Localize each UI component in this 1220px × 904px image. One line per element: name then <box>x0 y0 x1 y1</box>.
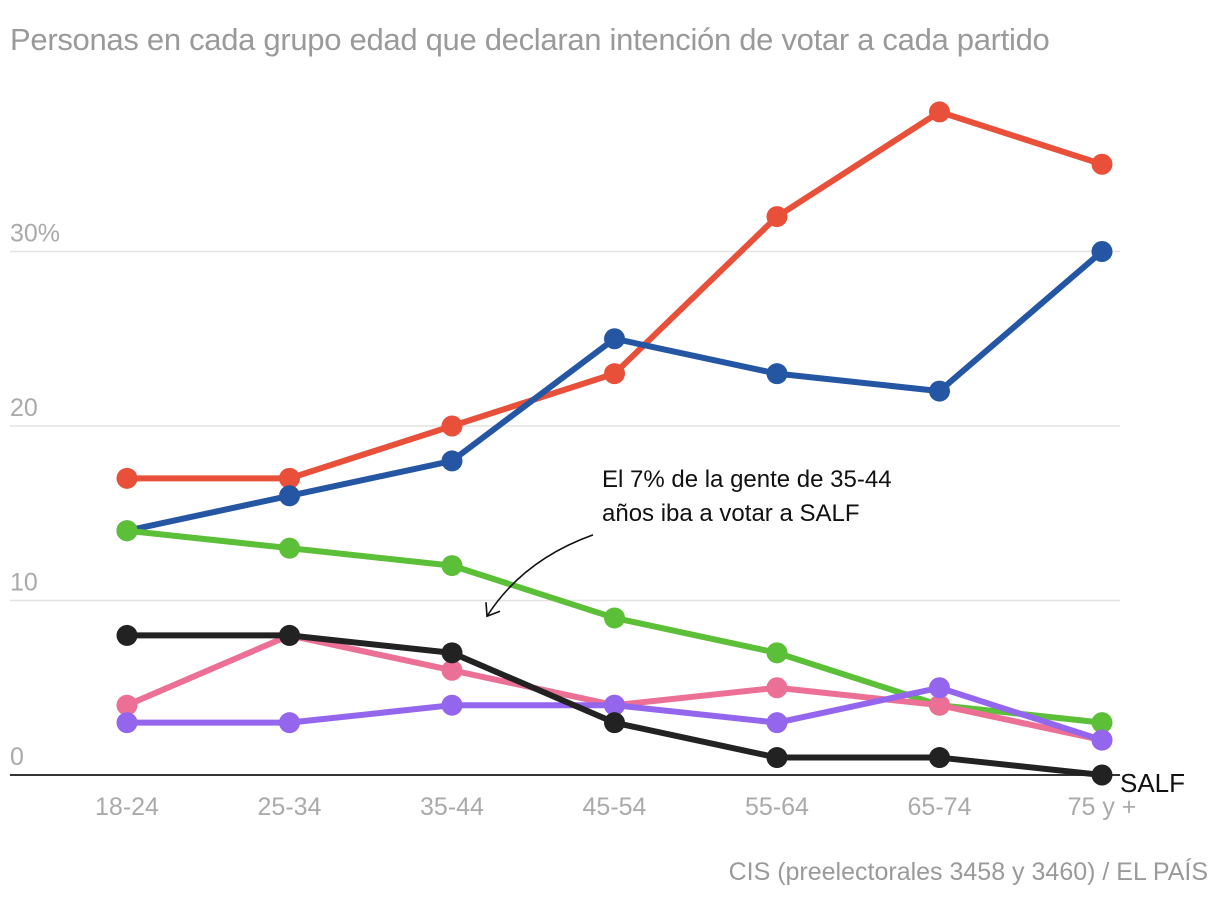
red-series <box>116 101 1113 489</box>
data-point[interactable] <box>766 363 788 385</box>
annotation: El 7% de la gente de 35-44 años iba a vo… <box>485 466 892 618</box>
x-tick-label: 45-54 <box>583 793 647 821</box>
data-point[interactable] <box>1091 241 1113 262</box>
data-point[interactable] <box>1091 764 1113 786</box>
y-tick-label: 20 <box>10 394 38 422</box>
data-point[interactable] <box>441 642 463 664</box>
data-point[interactable] <box>604 363 625 385</box>
y-axis-ticks: 0 10 20 30% <box>10 220 60 772</box>
data-point[interactable] <box>766 677 788 699</box>
series-group: SALF <box>116 101 1185 798</box>
data-point[interactable] <box>1091 712 1113 734</box>
data-point[interactable] <box>929 677 950 699</box>
data-point[interactable] <box>279 537 300 559</box>
series-line <box>124 108 1105 482</box>
data-point[interactable] <box>929 380 950 402</box>
data-point[interactable] <box>279 624 300 646</box>
purple-series <box>116 677 1113 751</box>
data-point[interactable] <box>604 712 625 734</box>
x-tick-label: 55-64 <box>745 793 809 821</box>
annotation-text-line-1: El 7% de la gente de 35-44 <box>602 466 892 493</box>
data-point[interactable] <box>441 415 463 437</box>
data-point[interactable] <box>279 712 300 734</box>
series-end-label: SALF <box>1120 768 1185 798</box>
data-point[interactable] <box>1091 153 1113 175</box>
chart-title: Personas en cada grupo edad que declaran… <box>10 22 1050 57</box>
x-tick-label: 65-74 <box>908 793 972 821</box>
data-point[interactable] <box>766 747 788 769</box>
data-point[interactable] <box>1091 729 1113 751</box>
data-point[interactable] <box>116 712 138 734</box>
annotation-text-line-2: años iba a votar a SALF <box>602 500 859 527</box>
annotation-arrowhead <box>485 602 501 618</box>
x-tick-label: 35-44 <box>420 793 484 821</box>
x-axis-ticks: 18-24 25-34 35-44 45-54 55-64 65-74 75 y + <box>95 793 1136 821</box>
data-point[interactable] <box>929 101 950 123</box>
y-tick-label: 0 <box>10 743 24 771</box>
data-point[interactable] <box>604 694 625 716</box>
data-point[interactable] <box>116 467 138 489</box>
salf-series: SALF <box>116 624 1185 798</box>
y-tick-label: 10 <box>10 569 38 597</box>
blue-series <box>116 241 1113 542</box>
data-point[interactable] <box>116 624 138 646</box>
data-point[interactable] <box>441 555 463 577</box>
data-point[interactable] <box>441 659 463 681</box>
x-tick-label: 18-24 <box>95 793 159 821</box>
data-point[interactable] <box>929 747 950 769</box>
data-point[interactable] <box>279 485 300 507</box>
data-point[interactable] <box>604 328 625 350</box>
data-point[interactable] <box>441 694 463 716</box>
data-point[interactable] <box>116 520 138 542</box>
x-tick-label: 75 y + <box>1068 793 1137 821</box>
data-point[interactable] <box>766 712 788 734</box>
data-point[interactable] <box>279 467 300 489</box>
annotation-arrow <box>486 534 594 617</box>
y-tick-label: 30% <box>10 220 60 248</box>
data-point[interactable] <box>766 642 788 664</box>
data-point[interactable] <box>116 694 138 716</box>
data-point[interactable] <box>929 694 950 716</box>
data-point[interactable] <box>441 450 463 472</box>
data-point[interactable] <box>604 607 625 629</box>
source-credit: CIS (preelectorales 3458 y 3460) / EL PA… <box>728 858 1208 886</box>
data-point[interactable] <box>766 206 788 228</box>
x-tick-label: 25-34 <box>258 793 322 821</box>
